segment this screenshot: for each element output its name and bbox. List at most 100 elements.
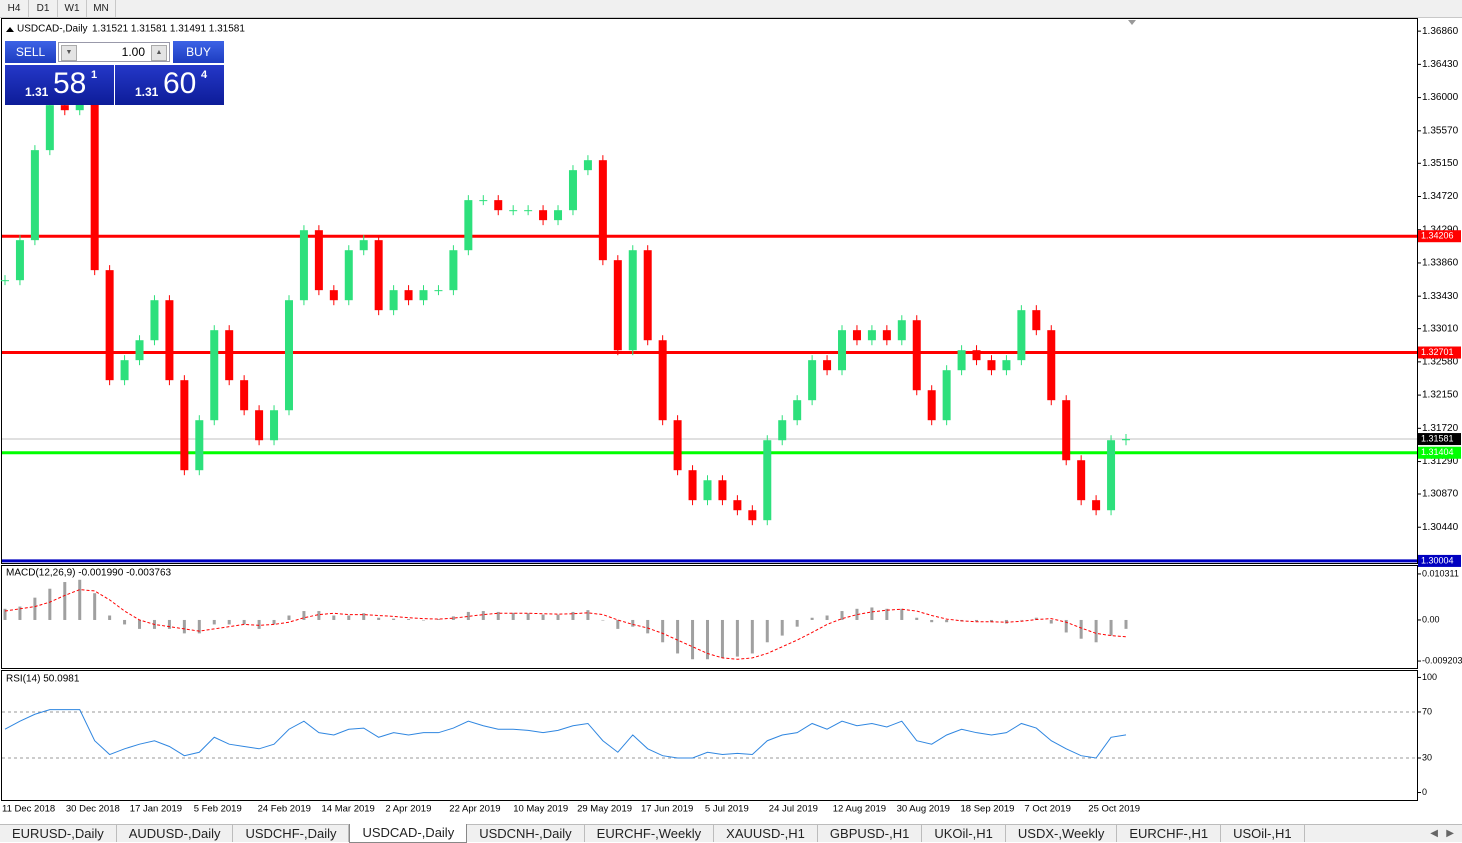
candle-body [613, 260, 622, 351]
candle-body [1122, 439, 1130, 441]
bid-label-box [1418, 433, 1461, 446]
chart-tab[interactable]: UKOil-,H1 [922, 825, 1006, 842]
macd-bar [422, 619, 426, 621]
chart-tab[interactable]: AUDUSD-,Daily [117, 825, 234, 842]
candle-body [1092, 500, 1101, 511]
candle-body [1047, 330, 1056, 401]
bid-label: 1.31581 [1421, 433, 1454, 443]
chart-tab[interactable]: XAUUSD-,H1 [714, 825, 818, 842]
candle-body [598, 160, 607, 261]
chart-tab[interactable]: USDCNH-,Daily [467, 825, 585, 842]
candle-body [1107, 440, 1116, 511]
x-tick-label: 25 Oct 2019 [1088, 804, 1140, 815]
chart-tab[interactable]: EURUSD-,Daily [0, 825, 117, 842]
lot-down[interactable]: ▼ [61, 45, 77, 61]
sell-price[interactable]: 1.31 58 1 [5, 65, 114, 105]
chart-tab[interactable]: EURCHF-,Weekly [585, 825, 715, 842]
macd-bar [646, 619, 650, 634]
level-label-box [1418, 446, 1461, 459]
candle-body [778, 420, 787, 441]
tab-scroll[interactable]: ◀ ▶ [1430, 828, 1454, 839]
candle-body [912, 320, 921, 391]
macd-tick-label: 0.010311 [1422, 568, 1459, 578]
y-tick-label: 1.35150 [1422, 158, 1459, 169]
candle-body [808, 360, 817, 401]
x-tick-label: 22 Apr 2019 [449, 804, 500, 815]
candle-body [733, 500, 742, 511]
candle-body [120, 360, 129, 381]
candle-body [404, 290, 413, 301]
candle-body [359, 240, 368, 251]
macd-bar [347, 615, 351, 620]
candle-body [15, 240, 24, 281]
macd-bar [287, 615, 291, 620]
macd-bar [930, 619, 934, 623]
chart-tab[interactable]: USDX-,Weekly [1006, 825, 1118, 842]
price-sup: 1 [91, 69, 98, 81]
macd-bar [825, 615, 829, 620]
chart-tab[interactable]: USDCHF-,Daily [233, 825, 350, 842]
y-tick-label: 1.33860 [1422, 258, 1459, 269]
y-tick-label: 1.30440 [1422, 522, 1459, 533]
macd-bar [451, 616, 455, 620]
candle-body [195, 420, 204, 471]
timeframe-button[interactable]: H4 [0, 0, 29, 17]
macd-bar [661, 619, 665, 643]
level-label: 1.30004 [1421, 555, 1454, 565]
candle-body [658, 340, 667, 421]
macd-bar [392, 618, 396, 620]
macd-bar [975, 619, 979, 622]
macd-bar [915, 617, 919, 620]
candle-body [90, 100, 99, 271]
x-tick-label: 12 Aug 2019 [833, 804, 886, 815]
x-tick-label: 18 Sep 2019 [961, 804, 1015, 815]
macd-bar [257, 619, 261, 629]
macd-frame [1, 565, 1418, 669]
macd-bar [1079, 619, 1083, 639]
level-label-box [1418, 346, 1461, 359]
macd-bar [242, 619, 246, 625]
timeframe-button[interactable]: W1 [58, 0, 87, 17]
macd-bar [810, 617, 814, 620]
candle-body [45, 105, 54, 151]
chart-tab[interactable]: GBPUSD-,H1 [818, 825, 923, 842]
timeframe-toolbar: H4 D1 W1 MN [0, 0, 1462, 18]
candle-body [464, 200, 473, 251]
y-tick-label: 1.34720 [1422, 191, 1459, 202]
candle-body [987, 360, 996, 371]
candle-body [838, 330, 847, 371]
chart-tab[interactable]: EURCHF-,H1 [1117, 825, 1222, 842]
buy-price[interactable]: 1.31 60 4 [115, 65, 224, 105]
macd-bar [317, 611, 321, 620]
candle-body [255, 410, 264, 441]
ohlc-label: 1.31521 1.31581 1.31491 1.31581 [92, 24, 245, 35]
lot-up[interactable]: ▲ [151, 45, 167, 61]
level-label: 1.34206 [1421, 231, 1454, 241]
timeframe-button[interactable]: MN [87, 0, 116, 17]
candle-body [344, 250, 353, 301]
candle-body [539, 210, 548, 221]
lot-input[interactable]: ▼ 1.00 ▲ [58, 42, 170, 62]
x-tick-label: 30 Dec 2018 [66, 804, 120, 815]
candle-body [957, 350, 966, 371]
timeframe-button[interactable]: D1 [29, 0, 58, 17]
macd-bar [541, 614, 545, 620]
macd-label: MACD(12,26,9) -0.001990 -0.003763 [6, 568, 172, 579]
buy-button[interactable]: BUY [173, 41, 224, 63]
macd-bar [945, 619, 949, 623]
chart-tab[interactable]: USOil-,H1 [1221, 825, 1305, 842]
y-tick-label: 1.32580 [1422, 357, 1459, 368]
candle-body [389, 290, 398, 311]
macd-bar [1124, 619, 1128, 629]
candle-body [897, 320, 906, 341]
candle-body [150, 300, 159, 341]
macd-bar [33, 597, 37, 620]
candle-body [942, 370, 951, 421]
candle-body [225, 330, 234, 381]
candle-body [643, 250, 652, 341]
price-main: 60 [163, 67, 197, 100]
price-big: 1.31 [25, 85, 49, 99]
sell-button[interactable]: SELL [5, 41, 56, 63]
macd-bar [885, 608, 889, 620]
chart-tab[interactable]: USDCAD-,Daily [349, 824, 468, 843]
